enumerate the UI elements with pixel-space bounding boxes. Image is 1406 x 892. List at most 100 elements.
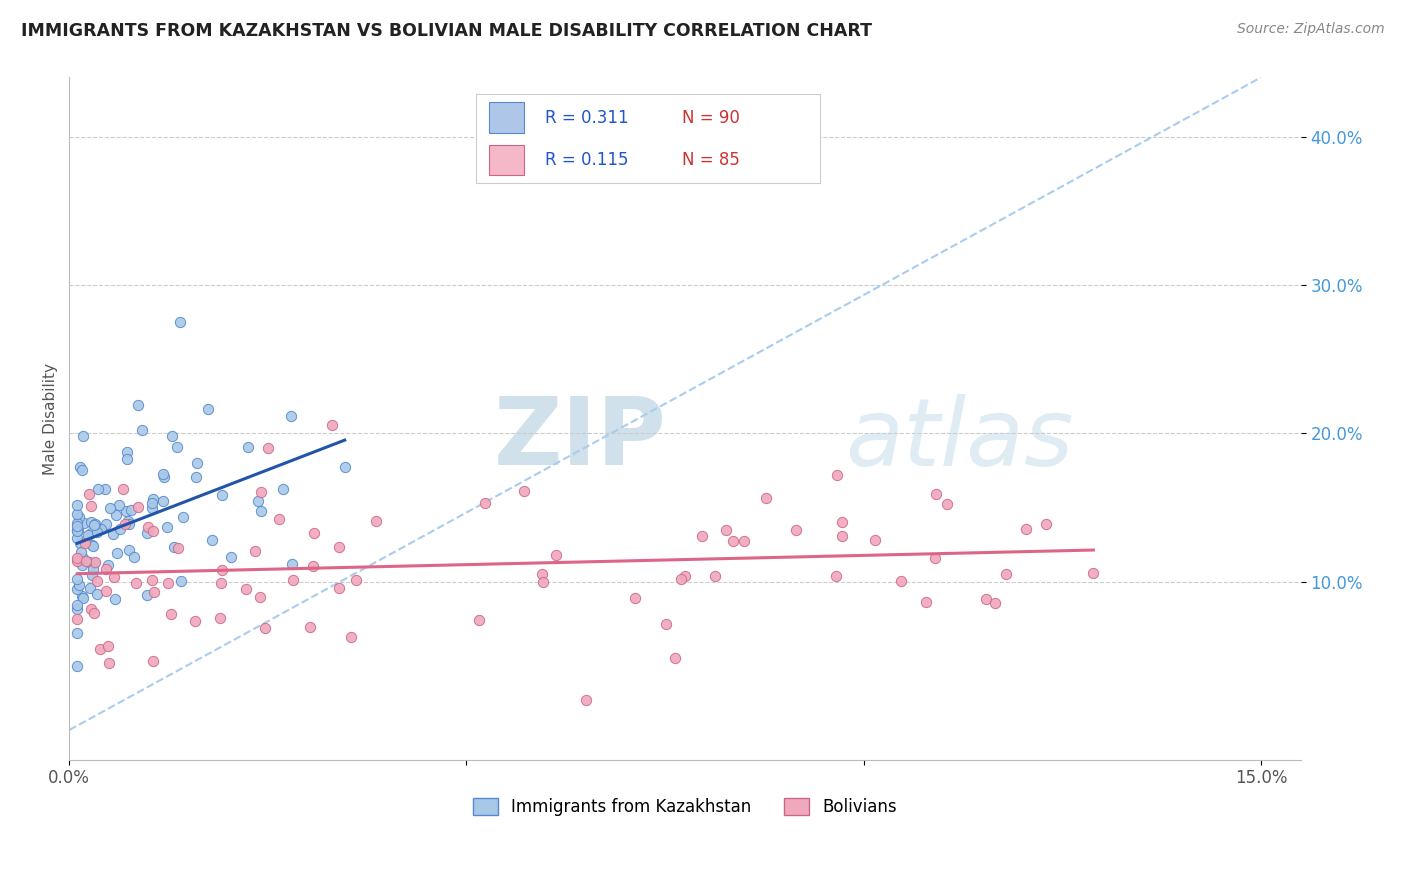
Point	[467, 613, 489, 627]
Point	[122, 549, 145, 564]
Point	[328, 540, 350, 554]
Point	[104, 591, 127, 606]
Point	[86, 524, 108, 539]
Point	[66, 498, 89, 512]
Point	[142, 492, 165, 507]
Point	[66, 554, 89, 568]
Point	[211, 563, 233, 577]
Point	[136, 588, 159, 602]
Point	[211, 488, 233, 502]
Point	[70, 558, 93, 572]
Point	[69, 459, 91, 474]
Point	[281, 557, 304, 571]
Point	[83, 556, 105, 570]
Point	[575, 693, 598, 707]
Point	[273, 482, 295, 496]
Point	[66, 524, 89, 538]
Text: IMMIGRANTS FROM KAZAKHSTAN VS BOLIVIAN MALE DISABILITY CORRELATION CHART: IMMIGRANTS FROM KAZAKHSTAN VS BOLIVIAN M…	[21, 22, 872, 40]
Point	[302, 559, 325, 574]
Point	[73, 516, 96, 530]
Point	[66, 572, 89, 586]
Point	[925, 487, 948, 501]
Point	[831, 515, 853, 529]
Point	[76, 553, 98, 567]
Point	[79, 555, 101, 569]
Point	[236, 440, 259, 454]
Text: atlas: atlas	[845, 393, 1073, 484]
Point	[69, 535, 91, 549]
Point	[115, 451, 138, 466]
Point	[66, 626, 89, 640]
Point	[66, 598, 89, 612]
Point	[120, 502, 142, 516]
Point	[142, 654, 165, 668]
Point	[127, 500, 149, 514]
Point	[328, 581, 350, 595]
Legend: Immigrants from Kazakhstan, Bolivians: Immigrants from Kazakhstan, Bolivians	[465, 791, 904, 823]
Point	[141, 500, 163, 515]
Point	[267, 512, 290, 526]
Point	[66, 659, 89, 673]
Point	[83, 606, 105, 620]
Point	[344, 574, 367, 588]
Point	[703, 569, 725, 583]
Point	[94, 584, 117, 599]
Point	[994, 566, 1017, 581]
Point	[733, 534, 755, 549]
Point	[1083, 566, 1105, 580]
Point	[825, 568, 848, 582]
Point	[184, 470, 207, 484]
Point	[66, 582, 89, 596]
Point	[253, 621, 276, 635]
Point	[624, 591, 647, 605]
Point	[755, 491, 778, 506]
Point	[249, 590, 271, 604]
Point	[72, 429, 94, 443]
Point	[73, 536, 96, 550]
Point	[118, 517, 141, 532]
Point	[152, 467, 174, 482]
Point	[546, 549, 568, 563]
Point	[79, 487, 101, 501]
Point	[166, 440, 188, 454]
Point	[125, 575, 148, 590]
Text: ZIP: ZIP	[494, 393, 666, 485]
Point	[692, 529, 714, 543]
Point	[86, 587, 108, 601]
Point	[924, 550, 946, 565]
Point	[197, 402, 219, 417]
Point	[72, 551, 94, 566]
Point	[114, 517, 136, 532]
Point	[831, 528, 853, 542]
Point	[531, 567, 554, 582]
Point	[280, 409, 302, 423]
Point	[235, 582, 257, 596]
Point	[512, 484, 534, 499]
Point	[283, 573, 305, 587]
Point	[302, 526, 325, 541]
Point	[94, 562, 117, 576]
Point	[82, 568, 104, 582]
Point	[89, 641, 111, 656]
Point	[80, 525, 103, 540]
Point	[104, 508, 127, 522]
Point	[669, 572, 692, 586]
Point	[70, 463, 93, 477]
Point	[257, 442, 280, 456]
Point	[67, 510, 90, 524]
Point	[70, 589, 93, 603]
Point	[97, 558, 120, 572]
Point	[80, 515, 103, 529]
Point	[170, 574, 193, 588]
Point	[127, 398, 149, 412]
Point	[94, 516, 117, 531]
Point	[87, 482, 110, 496]
Point	[138, 520, 160, 534]
Point	[77, 528, 100, 542]
Point	[825, 468, 848, 483]
Point	[716, 523, 738, 537]
Point	[136, 525, 159, 540]
Point	[66, 507, 89, 521]
Point	[201, 533, 224, 547]
Point	[115, 504, 138, 518]
